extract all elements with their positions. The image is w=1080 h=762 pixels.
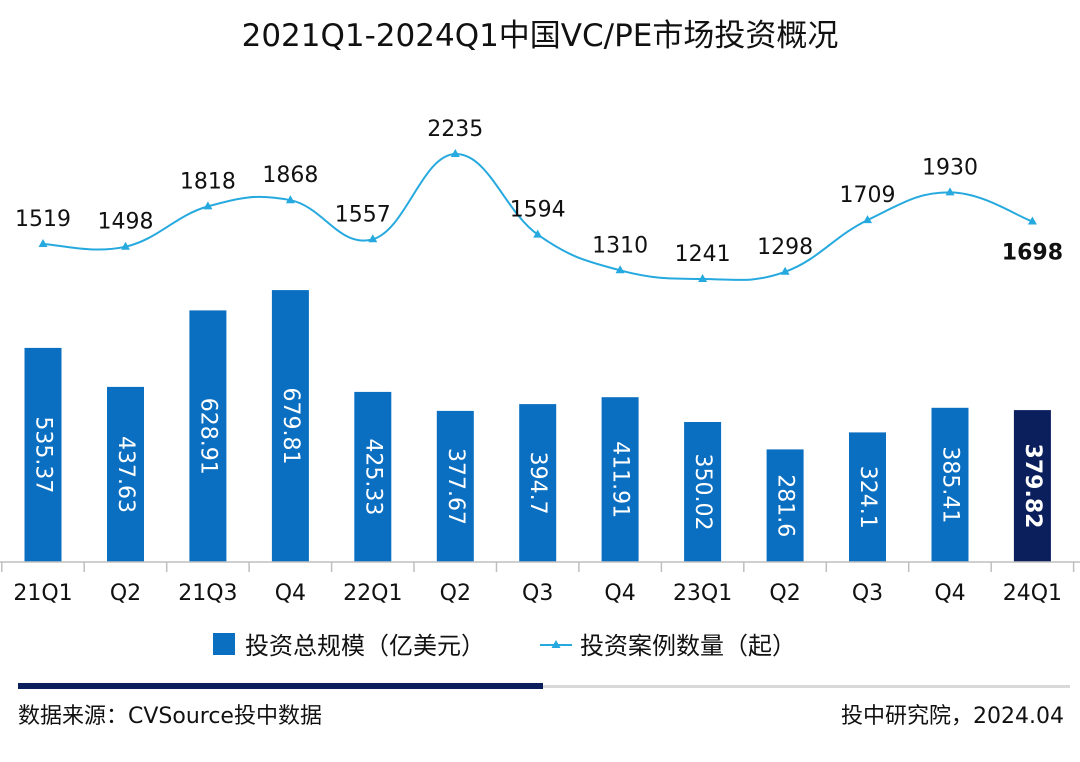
bar-series <box>24 290 1051 562</box>
bar-4 <box>354 391 392 562</box>
x-tick-label-6: Q3 <box>522 581 553 606</box>
line-label-1: 1498 <box>98 210 154 235</box>
line-label-12: 1698 <box>1002 241 1063 266</box>
line-label-4: 1557 <box>335 202 391 227</box>
legend-line-marker <box>551 640 561 648</box>
bar-label-9: 281.6 <box>773 474 798 537</box>
line-marker-11 <box>945 187 955 196</box>
footer-rule-dark <box>18 683 543 689</box>
bar-11 <box>931 407 969 562</box>
bar-7 <box>601 397 639 562</box>
line-marker-4 <box>368 234 378 243</box>
bar-label-10: 324.1 <box>855 466 880 529</box>
line-label-2: 1818 <box>180 169 236 194</box>
bar-9 <box>766 449 804 562</box>
line-marker-2 <box>203 201 213 210</box>
bar-label-12: 379.82 <box>1020 444 1045 529</box>
line-marker-0 <box>38 239 48 247</box>
bar-5 <box>436 410 474 562</box>
bar-label-1: 437.63 <box>113 436 138 513</box>
line-marker-1 <box>121 241 130 250</box>
line-label-5: 2235 <box>427 117 483 142</box>
x-tick-label-1: Q2 <box>110 581 141 606</box>
credit-note: 投中研究院，2024.04 <box>841 704 1064 729</box>
bar-10 <box>849 432 886 562</box>
legend-bar-swatch <box>213 633 235 655</box>
line-markers <box>38 149 1037 282</box>
x-tick-label-0: 21Q1 <box>13 581 72 606</box>
bar-6 <box>519 404 557 562</box>
bar-label-8: 350.02 <box>690 454 715 531</box>
x-axis-ticks <box>1 562 1075 572</box>
line-marker-6 <box>533 229 543 238</box>
bar-12 <box>1013 410 1051 562</box>
bar-labels: 535.37 437.63 628.91 679.81 425.33 377.67 394.… <box>31 388 1045 538</box>
bar-label-5: 377.67 <box>443 448 468 525</box>
bar-0 <box>24 347 62 562</box>
line-label-11: 1930 <box>922 155 978 180</box>
x-tick-label-10: Q3 <box>852 581 883 606</box>
bar-label-2: 628.91 <box>195 398 220 475</box>
line-label-10: 1709 <box>840 183 896 208</box>
bar-label-0: 535.37 <box>31 416 56 493</box>
bar-label-11: 385.41 <box>938 446 963 523</box>
line-label-9: 1298 <box>757 235 813 260</box>
line-marker-3 <box>285 195 295 204</box>
source-note: 数据来源：CVSource投中数据 <box>18 704 322 729</box>
bar-8 <box>684 422 722 562</box>
x-tick-label-11: Q4 <box>934 581 965 606</box>
bar-2 <box>189 310 227 562</box>
bar-label-6: 394.7 <box>525 452 550 515</box>
line-label-0: 1519 <box>15 207 71 232</box>
bar-1 <box>107 386 144 562</box>
line-marker-5 <box>450 149 460 157</box>
x-tick-label-7: Q4 <box>604 581 635 606</box>
x-tick-label-8: 23Q1 <box>673 581 732 606</box>
line-marker-12 <box>1027 216 1037 225</box>
bar-3 <box>271 290 309 562</box>
x-tick-label-12: 24Q1 <box>1003 581 1062 606</box>
x-tick-label-3: Q4 <box>275 581 306 606</box>
x-tick-label-4: 22Q1 <box>343 581 402 606</box>
x-tick-label-9: Q2 <box>769 581 800 606</box>
line-label-7: 1310 <box>592 233 648 258</box>
bar-label-7: 411.91 <box>608 441 633 518</box>
line-marker-8 <box>698 274 708 282</box>
chart-title: 2021Q1-2024Q1中国VC/PE市场投资概况 <box>241 18 839 54</box>
legend-line-label: 投资案例数量（起） <box>580 632 796 660</box>
line-marker-9 <box>780 266 790 275</box>
line-marker-7 <box>615 265 625 274</box>
chart: 535.37 437.63 628.91 679.81 425.33 377.67 394.… <box>0 117 1080 660</box>
line-label-3: 1868 <box>262 163 318 188</box>
line-marker-10 <box>863 215 872 224</box>
line-label-8: 1241 <box>675 242 731 267</box>
legend: 投资总规模（亿美元） 投资案例数量（起） <box>213 632 796 660</box>
x-tick-label-2: 21Q3 <box>178 581 237 606</box>
bar-label-3: 679.81 <box>278 388 303 465</box>
footer-rule-light <box>543 685 1070 688</box>
line-label-6: 1594 <box>510 198 566 223</box>
x-tick-label-5: Q2 <box>440 581 471 606</box>
legend-bar-label: 投资总规模（亿美元） <box>245 632 485 660</box>
x-axis-tick-labels: 21Q1 Q2 21Q3 Q4 22Q1 Q2 Q3 Q4 23Q1 Q2 Q3 Q4 24Q1 <box>13 581 1062 606</box>
bar-label-4: 425.33 <box>360 438 385 515</box>
line-labels: 1519 1498 1818 1868 1557 2235 1594 1310 1241 1298… <box>15 117 1063 267</box>
